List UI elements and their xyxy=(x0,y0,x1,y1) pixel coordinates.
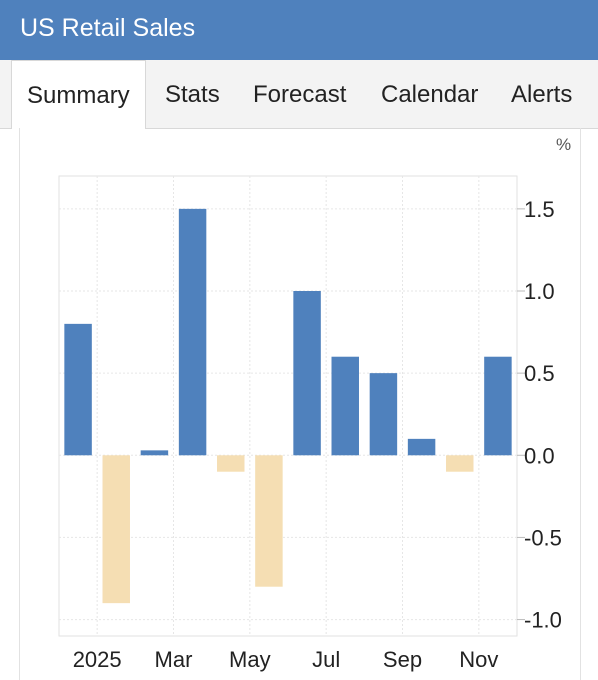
bar-mar-2025[interactable] xyxy=(178,208,207,456)
y-tick-label: 0.0 xyxy=(524,443,555,468)
bar-sep-2025[interactable] xyxy=(407,438,436,456)
tab-stats[interactable]: Stats xyxy=(165,81,220,108)
y-tick-label: -0.5 xyxy=(524,525,562,550)
x-tick-label: Mar xyxy=(155,647,193,672)
bar-dec-2024[interactable] xyxy=(64,323,92,456)
y-tick-label: 1.0 xyxy=(524,279,555,304)
chart-panel: 1.5 1.0 0.5 0.0 -0.5 -1.0 2025 Mar May Jul Sep Nov … xyxy=(19,128,581,680)
tab-calendar[interactable]: Calendar xyxy=(381,81,479,108)
bar-feb-2025[interactable] xyxy=(140,450,169,456)
bar-aug-2025[interactable] xyxy=(369,373,398,456)
bar-nov-2025[interactable] xyxy=(484,356,512,456)
bars xyxy=(64,208,512,604)
y-tick-label: -1.0 xyxy=(524,608,562,633)
page-title: US Retail Sales xyxy=(20,14,196,42)
y-tick-label: 0.5 xyxy=(524,361,555,386)
tab-forecast[interactable]: Forecast xyxy=(253,81,347,108)
axes: 1.5 1.0 0.5 0.0 -0.5 -1.0 2025 Mar May Jul Sep Nov xyxy=(73,197,562,672)
bar-jul-2025[interactable] xyxy=(331,356,359,456)
tab-alerts[interactable]: Alerts xyxy=(511,81,573,108)
x-tick-label: Jul xyxy=(312,647,340,672)
y-tick-label: 1.5 xyxy=(524,197,555,222)
x-tick-label: 2025 xyxy=(73,647,122,672)
bar-may-2025[interactable] xyxy=(255,455,283,587)
x-tick-label: May xyxy=(229,647,271,672)
grid-lines xyxy=(58,175,518,637)
bar-oct-2025[interactable] xyxy=(446,455,474,472)
bar-jan-2025[interactable] xyxy=(102,455,130,604)
plot-border xyxy=(58,175,518,637)
tab-bar: Summary Stats Forecast Calendar Alerts xyxy=(0,60,598,129)
unit-label: % xyxy=(556,135,571,154)
x-tick-label: Sep xyxy=(383,647,422,672)
bar-apr-2025[interactable] xyxy=(217,455,245,472)
tab-summary[interactable]: Summary xyxy=(11,60,146,129)
bar-jun-2025[interactable] xyxy=(293,291,321,456)
x-tick-label: Nov xyxy=(459,647,498,672)
app-header: US Retail Sales xyxy=(0,0,598,60)
